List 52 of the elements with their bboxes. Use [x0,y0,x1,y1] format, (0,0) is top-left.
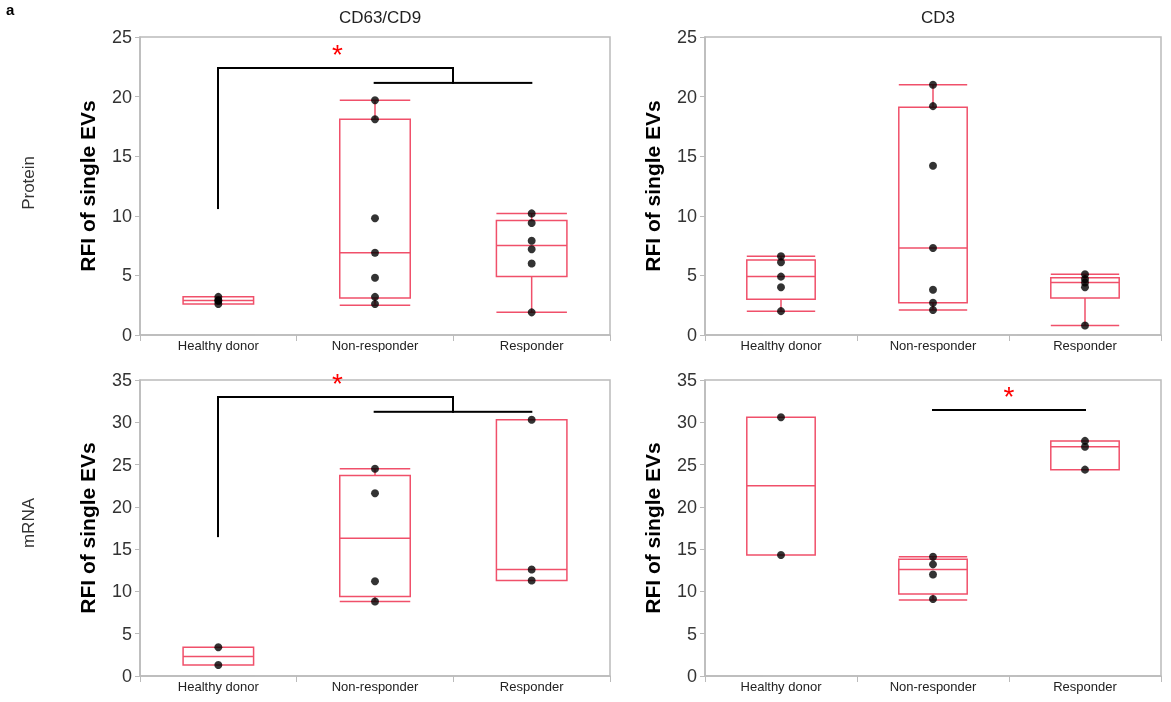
x-tick-label: Healthy donor [177,679,260,694]
y-axis-title: RFI of single EVs [641,442,664,614]
y-tick-label: 20 [676,86,697,107]
y-tick-label: 10 [111,205,132,226]
y-axis-title: RFI of single EVs [76,100,99,272]
x-tick-label: Non-responder [331,338,420,353]
x-tick-label: Non-responder [331,679,420,694]
y-tick-label: 25 [111,454,132,475]
y-tick-label: 15 [676,146,697,167]
x-tick-label: Responder [1053,679,1118,694]
y-tick-label: 10 [676,581,697,602]
y-tick-label: 5 [686,265,697,286]
y-tick-label: 0 [686,325,697,345]
x-tick-label: Non-responder [889,679,978,694]
text: mRNA [19,497,38,549]
x-tick-label: Non-responder [889,338,978,353]
y-tick-label: 20 [676,496,697,517]
y-tick-label: 0 [121,325,132,345]
text: Protein [19,155,38,210]
y-tick-label: 5 [686,623,697,644]
chart-title: CD3 [920,8,956,27]
x-tick-label: Responder [1053,338,1118,353]
y-tick-label: 10 [111,581,132,602]
y-tick-label: 15 [676,539,697,560]
y-tick-label: 0 [686,666,697,686]
x-tick-label: Healthy donor [177,338,260,353]
y-tick-label: 0 [121,666,132,686]
y-tick-label: 30 [111,412,132,433]
y-tick-label: 25 [111,27,132,47]
y-tick-label: 20 [111,496,132,517]
y-tick-label: 5 [121,623,132,644]
y-tick-label: 25 [676,27,697,47]
x-tick-label: Responder [499,679,565,694]
y-tick-label: 15 [111,146,132,167]
y-tick-label: 10 [676,205,697,226]
y-axis-title: RFI of single EVs [76,442,99,614]
y-tick-label: 20 [111,86,132,107]
annotation: * [330,38,344,70]
x-tick-label: Healthy donor [740,679,823,694]
y-axis-title: RFI of single EVs [641,100,664,272]
chart-title: CD63/CD9 [338,8,422,27]
y-tick-label: 25 [676,454,697,475]
y-tick-label: 35 [111,370,132,390]
y-tick-label: 30 [676,412,697,433]
y-tick-label: 5 [121,265,132,286]
x-tick-label: Healthy donor [740,338,823,353]
text: a [6,1,15,18]
y-tick-label: 15 [111,539,132,560]
annotation: * [1002,380,1016,412]
y-tick-label: 35 [676,370,697,390]
x-tick-label: Responder [499,338,565,353]
annotation: * [330,367,344,399]
